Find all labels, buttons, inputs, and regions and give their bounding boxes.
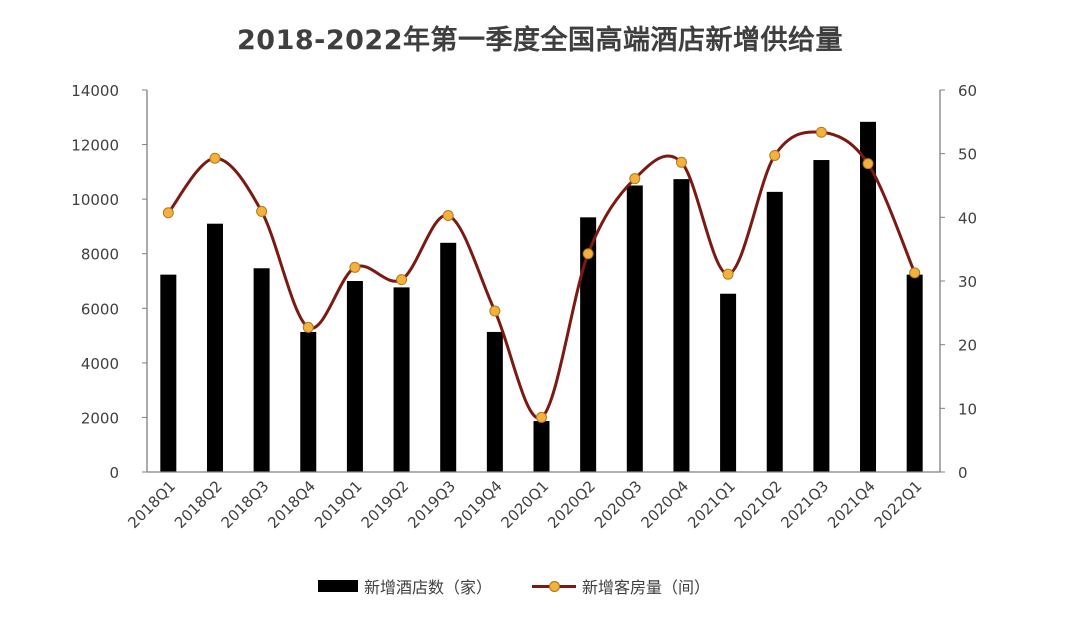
left-tick-label: 8000	[81, 246, 119, 264]
bar	[300, 331, 317, 472]
line-marker	[302, 321, 314, 333]
bar	[486, 331, 503, 472]
bar	[626, 185, 643, 472]
line-marker	[582, 248, 594, 260]
bar	[766, 191, 783, 472]
x-tick-label: 2018Q1	[124, 477, 179, 532]
bar	[673, 179, 690, 472]
line-marker	[815, 126, 827, 138]
left-tick-label: 4000	[81, 355, 119, 373]
legend-label-hotels: 新增酒店数（家）	[364, 578, 493, 597]
legend-item-hotels: 新增酒店数（家）	[318, 574, 492, 598]
line-marker	[536, 411, 547, 423]
x-tick-label: 2021Q1	[684, 477, 739, 532]
bar-series	[160, 121, 923, 473]
bar	[393, 287, 410, 472]
x-tick-label: 2021Q4	[824, 477, 879, 532]
line-marker	[162, 207, 174, 219]
right-tick-label: 20	[958, 337, 977, 355]
bar-swatch-icon	[318, 580, 358, 592]
left-tick-label: 2000	[81, 409, 119, 427]
line-marker	[256, 205, 268, 217]
left-tick-label: 12000	[71, 137, 119, 155]
bar	[906, 274, 923, 472]
bar	[533, 421, 550, 472]
chart-title: 2018-2022年第一季度全国高端酒店新增供给量	[237, 25, 843, 56]
bar	[160, 274, 177, 472]
legend-item-rooms: 新增客房量（间）	[532, 574, 710, 598]
rooms-line	[167, 130, 917, 420]
x-tick-label: 2022Q1	[871, 477, 926, 532]
bar	[580, 217, 597, 472]
bar	[253, 268, 270, 472]
x-tick-label: 2018Q4	[264, 477, 319, 532]
left-tick-label: 10000	[71, 191, 119, 209]
line-marker	[862, 158, 874, 170]
left-tick-label: 0	[109, 464, 119, 482]
right-tick-label: 60	[958, 82, 977, 100]
bar	[720, 293, 737, 472]
x-tick-label: 2020Q2	[544, 477, 599, 532]
legend: 新增酒店数（家） 新增客房量（间）	[318, 574, 750, 598]
line-marker	[722, 268, 734, 280]
right-tick-label: 10	[958, 400, 977, 418]
bar	[813, 160, 830, 473]
line-marker	[675, 156, 687, 168]
line-marker	[349, 261, 361, 273]
line-series	[162, 126, 921, 423]
x-tick-label: 2020Q3	[591, 477, 646, 532]
line-marker	[629, 173, 641, 185]
bar	[440, 242, 457, 472]
x-tick-label: 2020Q1	[498, 477, 553, 532]
x-tick-label: 2018Q2	[171, 477, 226, 532]
bar	[860, 121, 877, 472]
axes	[142, 89, 945, 473]
x-tick-label: 2018Q3	[218, 477, 273, 532]
left-tick-label: 14000	[71, 82, 119, 100]
x-tick-label: 2019Q3	[404, 477, 459, 532]
line-marker	[396, 274, 408, 286]
x-tick-label: 2019Q4	[451, 477, 506, 532]
left-tick-label: 6000	[81, 300, 119, 318]
right-tick-label: 0	[958, 464, 968, 482]
x-tick-label: 2019Q1	[311, 477, 366, 532]
right-tick-label: 40	[958, 209, 977, 227]
bar	[346, 281, 363, 472]
legend-label-rooms: 新增客房量（间）	[582, 578, 711, 597]
line-marker-swatch-icon	[532, 579, 577, 593]
x-tick-label: 2021Q3	[777, 477, 832, 532]
right-tick-label: 30	[958, 273, 977, 291]
line-marker	[769, 149, 781, 161]
x-tick-label: 2019Q2	[358, 477, 413, 532]
line-marker	[909, 267, 921, 279]
line-marker	[489, 305, 501, 317]
bar	[206, 223, 223, 472]
line-marker	[209, 152, 221, 164]
x-tick-label: 2021Q2	[731, 477, 786, 532]
line-marker	[442, 210, 454, 222]
x-tick-label: 2020Q4	[637, 477, 692, 532]
right-tick-label: 50	[958, 146, 977, 164]
